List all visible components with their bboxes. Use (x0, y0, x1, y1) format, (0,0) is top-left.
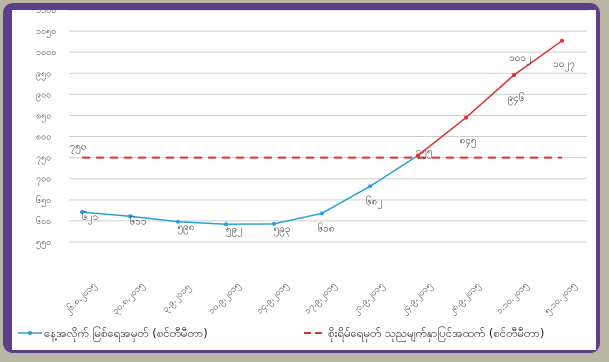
data-label: ၁၀၂၇ (553, 59, 575, 72)
series-line (417, 40, 563, 157)
y-tick-label: ၈၅၀ (36, 111, 51, 122)
data-point (224, 222, 228, 227)
y-tick-label: ၁၀၅၀ (36, 27, 56, 38)
legend-marker-daily (28, 331, 32, 335)
y-tick-label: ၅၅၀ (36, 238, 51, 249)
x-tick-label: ၃၀.၈.၂၀၁၅ (111, 281, 147, 317)
chart-panel: ၁၁၀၀၁၀၅၀၁၀၀၀၉၅၀၉၀၀၈၅၀၈၀၀၇၅၀၇၀၀၆၅၀၆၀၀၅၅၀၂… (12, 10, 596, 350)
x-tick-label: ၁၇.၉.၂၀၁၅ (303, 281, 339, 317)
legend-label-daily: နေ့အလိုက် မြစ်ရေအမှတ် (စင်တီမီတာ) (44, 326, 208, 342)
x-tick-label: ၁၀.၉.၂၀၁၅ (207, 281, 243, 317)
data-label: ၈၄၅ (460, 136, 477, 149)
data-point (176, 219, 180, 224)
series-line (81, 154, 419, 226)
x-tick-label: ၂၄.၉.၂၀၁၅ (399, 281, 435, 317)
data-label: ၉၄၆ (508, 91, 525, 106)
data-label: ၇၅၀ (70, 142, 87, 155)
x-tick-label: ၂၆.၈.၂၀၁၅ (62, 280, 99, 317)
x-tick-label: ၁.၁၀.၂၀၁၅ (495, 281, 531, 317)
data-label: ၅၉၃ (274, 224, 291, 237)
y-tick-label: ၉၅၀ (36, 69, 51, 80)
legend-label-warning: စိုးရိမ်ရေမှတ် သုညမျက်နှာပြင်အထက် (စင်တီ… (328, 326, 544, 342)
data-point (416, 153, 420, 158)
x-tick-label: ၁၄.၉.၂၀၁၅ (255, 281, 291, 317)
data-point (464, 115, 468, 120)
y-tick-label: ၆၅၀ (36, 195, 51, 207)
data-point (128, 214, 132, 219)
y-tick-label: ၆၀၀ (36, 216, 51, 227)
data-label: ၆၁၈ (318, 221, 335, 234)
data-label: ၁၀၁၂ (509, 53, 531, 66)
data-point (320, 211, 324, 216)
data-label: ၆၁၁ (130, 214, 147, 227)
data-label: ၅၉၂ (226, 224, 242, 237)
data-point (560, 38, 564, 43)
y-tick-label: ၁၀၀၀ (36, 48, 56, 58)
data-label: ၆၂၁ (82, 210, 98, 225)
x-tick-label: ၂၁.၉.၂၀၁၅ (351, 281, 387, 317)
data-point (272, 221, 276, 226)
y-tick-label: ၇၅၀ (36, 154, 51, 165)
data-label: ၆၈၂ (366, 194, 382, 209)
y-tick-label: ၈၀၀ (36, 133, 51, 143)
data-point (512, 72, 516, 77)
y-tick-label: ၇၀၀ (36, 175, 51, 186)
x-tick-label: ၃.၉.၂၀၁၅ (161, 283, 194, 316)
y-tick-label: ၉၀၀ (36, 90, 51, 101)
chart-frame: ၁၁၀၀၁၀၅၀၁၀၀၀၉၅၀၉၀၀၈၅၀၈၀၀၇၅၀၇၀၀၆၅၀၆၀၀၅၅၀၂… (3, 3, 600, 353)
x-tick-label: ၂၈.၉.၂၀၁၅ (447, 281, 483, 317)
data-point (368, 184, 372, 189)
data-label: ၅၉၈ (178, 222, 195, 235)
water-level-chart: ၁၁၀၀၁၀၅၀၁၀၀၀၉၅၀၉၀၀၈၅၀၈၀၀၇၅၀၇၀၀၆၅၀၆၀၀၅၅၀၂… (18, 10, 587, 342)
y-tick-label: ၁၁၀၀ (36, 10, 56, 16)
x-tick-label: ၅.၁၀.၂၀၁၅ (543, 281, 579, 317)
data-point (80, 210, 84, 215)
